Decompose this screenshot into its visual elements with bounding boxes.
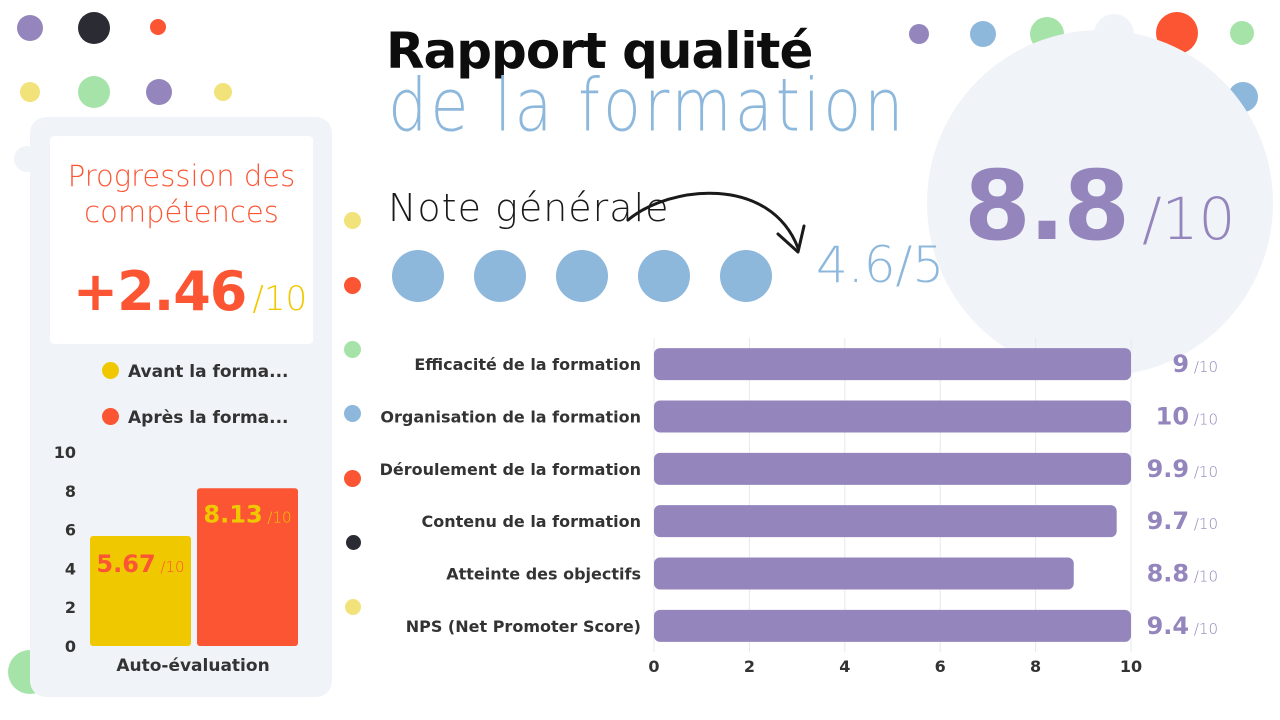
bar-value-number: 8.13	[203, 500, 262, 528]
page-title: Rapport qualité	[386, 22, 813, 80]
bar-value-number: 10	[1156, 403, 1189, 431]
legend-label-after: Après la forma...	[128, 408, 289, 428]
x-axis-label: Auto-évaluation	[116, 656, 269, 676]
decor-dot	[344, 277, 361, 294]
y-tick-label: 0	[65, 637, 76, 656]
rating-value: 4.6/5	[816, 236, 945, 294]
legend-swatch-before	[102, 362, 119, 379]
decor-dot	[909, 24, 929, 44]
overall-score: 8.8/10	[964, 150, 1235, 262]
decor-dot	[344, 405, 361, 422]
bar-after	[197, 488, 298, 646]
progression-title-line1: Progression des	[67, 159, 296, 193]
bar-value-label: 8.8 /10	[1147, 560, 1218, 588]
overall-score-circle	[927, 30, 1273, 376]
category-label: NPS (Net Promoter Score)	[406, 617, 641, 636]
rating-circle	[392, 250, 444, 302]
x-tick-label: 8	[1030, 657, 1041, 676]
bar-value-label: 9.9 /10	[1147, 455, 1218, 483]
x-tick-label: 2	[744, 657, 755, 676]
y-tick-label: 6	[65, 521, 76, 540]
page-subtitle: de la formation	[388, 62, 907, 149]
y-tick-label: 4	[65, 559, 76, 578]
category-label: Contenu de la formation	[421, 512, 641, 531]
decor-dot	[78, 12, 110, 44]
progression-title-line2: compétences	[84, 195, 279, 229]
bar-value-unit: /10	[263, 508, 292, 526]
category-label: Atteinte des objectifs	[446, 565, 641, 584]
decor-dot	[146, 79, 172, 105]
rating-circle	[720, 250, 772, 302]
bar-value-number: 8.8	[1147, 560, 1190, 588]
progression-number: +2.46	[72, 260, 247, 323]
x-tick-label: 10	[1120, 657, 1142, 676]
decor-dot	[78, 76, 110, 108]
decor-dot	[214, 83, 232, 101]
decor-dot	[345, 599, 361, 615]
decor-dot	[346, 535, 361, 550]
bar-value-unit: /10	[1189, 568, 1218, 586]
legend-swatch-after	[102, 408, 119, 425]
rating-circle	[556, 250, 608, 302]
decor-dot	[17, 15, 43, 41]
x-tick-label: 4	[839, 657, 850, 676]
progression-title: Progression des compétences	[50, 158, 313, 230]
y-tick-label: 2	[65, 598, 76, 617]
rating-circle	[638, 250, 690, 302]
decor-dot	[20, 82, 40, 102]
category-label: Efficacité de la formation	[414, 355, 641, 374]
decor-dot	[344, 470, 361, 487]
bar-value-number: 9	[1172, 350, 1189, 378]
category-label: Déroulement de la formation	[380, 460, 641, 479]
bar-before	[90, 536, 191, 646]
bar-value-unit: /10	[1189, 515, 1218, 533]
bar-value-label: 5.67 /10	[96, 550, 184, 578]
bar	[654, 400, 1131, 433]
bar-value-label: 9.4 /10	[1147, 612, 1218, 640]
bar-value-unit: /10	[1189, 411, 1218, 429]
bar-value-unit: /10	[1189, 620, 1218, 638]
bar	[654, 609, 1131, 642]
decor-dot	[344, 341, 361, 358]
bar-value-number: 9.7	[1147, 507, 1190, 535]
progression-unit: /10	[252, 279, 308, 319]
decor-dot	[150, 19, 166, 35]
legend-label-before: Avant la forma...	[128, 362, 289, 382]
bar	[654, 452, 1131, 485]
progression-value: +2.46/10	[70, 260, 310, 323]
legend-item-before: Avant la forma...	[102, 362, 289, 382]
rating-label: Note générale	[388, 186, 670, 230]
y-tick-label: 10	[54, 443, 76, 462]
decor-dot	[970, 21, 996, 47]
bar	[654, 505, 1117, 538]
legend-item-after: Après la forma...	[102, 408, 289, 428]
progression-card: Progression des compétences +2.46/10	[50, 136, 313, 344]
bar	[654, 348, 1131, 381]
bar-value-number: 9.9	[1147, 455, 1190, 483]
bar-value-label: 10 /10	[1156, 403, 1218, 431]
bar-value-unit: /10	[1189, 463, 1218, 481]
bar-value-unit: /10	[156, 558, 185, 576]
rating-circle	[474, 250, 526, 302]
category-label: Organisation de la formation	[380, 408, 641, 427]
overall-score-value: 8.8	[964, 150, 1130, 262]
bar-value-number: 9.4	[1147, 612, 1190, 640]
y-tick-label: 8	[65, 482, 76, 501]
bar-value-label: 9.7 /10	[1147, 507, 1218, 535]
bar-value-label: 9 /10	[1172, 350, 1218, 378]
decor-dot	[1230, 21, 1254, 45]
bar	[654, 557, 1074, 590]
overall-score-unit: /10	[1142, 185, 1236, 253]
curved-arrow-icon	[626, 191, 806, 254]
x-tick-label: 6	[935, 657, 946, 676]
x-tick-label: 0	[648, 657, 659, 676]
bar-value-number: 5.67	[96, 550, 155, 578]
decor-dot	[344, 212, 361, 229]
bar-value-unit: /10	[1189, 358, 1218, 376]
bar-value-label: 8.13 /10	[203, 500, 291, 528]
